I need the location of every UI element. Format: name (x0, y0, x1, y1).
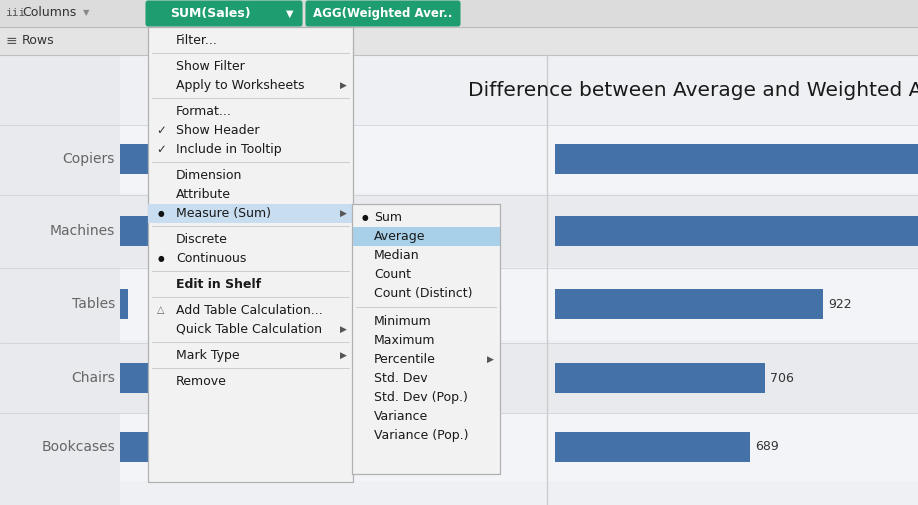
Text: Include in Tooltip: Include in Tooltip (176, 143, 282, 156)
Text: Show Filter: Show Filter (176, 60, 245, 73)
Text: 706: 706 (770, 372, 794, 384)
Bar (555, 216, 918, 246)
Text: ≡: ≡ (6, 34, 17, 48)
FancyBboxPatch shape (306, 1, 461, 26)
Text: Edit in Shelf: Edit in Shelf (176, 278, 261, 291)
Text: Continuous: Continuous (176, 252, 246, 265)
Text: ✓: ✓ (156, 124, 166, 137)
Text: Std. Dev: Std. Dev (374, 372, 428, 385)
Bar (555, 289, 823, 319)
Text: ▶: ▶ (340, 81, 346, 90)
Text: 689: 689 (755, 440, 778, 453)
Text: ▼: ▼ (286, 9, 294, 19)
Text: ●: ● (158, 254, 164, 263)
Text: △: △ (157, 306, 164, 316)
Text: Median: Median (374, 249, 420, 262)
Text: ▶: ▶ (487, 355, 494, 364)
Text: 189,939: 189,939 (310, 225, 362, 237)
Text: iii: iii (6, 8, 27, 18)
Text: Count (Distinct): Count (Distinct) (374, 287, 473, 300)
Text: Show Header: Show Header (176, 124, 260, 137)
Text: ●: ● (158, 209, 164, 218)
Text: Average: Average (374, 230, 426, 243)
Bar (352, 227, 500, 246)
Text: Difference between Average and Weighted Average: Difference between Average and Weighted … (468, 80, 918, 99)
Text: Measure (Sum): Measure (Sum) (176, 207, 271, 220)
Bar (0, 55, 120, 505)
Text: Percentile: Percentile (374, 353, 436, 366)
Bar (0, 27, 918, 55)
Text: Rows: Rows (22, 34, 55, 47)
Bar (352, 204, 500, 474)
Text: ▶: ▶ (340, 325, 346, 334)
Text: Format...: Format... (176, 105, 232, 118)
Bar (120, 125, 918, 193)
Bar (0, 55, 918, 505)
Text: ▶: ▶ (340, 209, 346, 218)
Bar (120, 432, 270, 462)
Text: Minimum: Minimum (374, 315, 431, 328)
Text: Attribute: Attribute (176, 188, 231, 201)
Text: Add Table Calculation...: Add Table Calculation... (176, 304, 323, 317)
Bar (120, 413, 918, 481)
Text: Quick Table Calculation: Quick Table Calculation (176, 323, 322, 336)
Bar (148, 204, 353, 223)
Text: Sum: Sum (374, 211, 402, 224)
Bar (120, 268, 918, 340)
Bar (148, 27, 353, 482)
Text: Filter...: Filter... (176, 34, 218, 47)
Text: Apply to Worksheets: Apply to Worksheets (176, 79, 305, 92)
Text: ●: ● (362, 213, 368, 222)
Bar (148, 27, 353, 482)
Text: 114,880: 114,880 (275, 440, 327, 453)
Text: AGG(Weighted Aver..: AGG(Weighted Aver.. (313, 7, 453, 20)
Text: Copiers: Copiers (62, 152, 115, 166)
Text: Variance (Pop.): Variance (Pop.) (374, 429, 468, 442)
Bar (555, 432, 750, 462)
Bar (120, 195, 918, 267)
Text: Maximum: Maximum (374, 334, 435, 347)
Text: SUM(Sales): SUM(Sales) (170, 7, 251, 20)
Text: ▼: ▼ (83, 9, 89, 18)
Text: Tables: Tables (72, 297, 115, 311)
Bar (352, 204, 500, 474)
Bar (120, 363, 220, 393)
Bar (555, 144, 918, 174)
Bar (0, 0, 918, 27)
Text: Count: Count (374, 268, 411, 281)
Text: Columns: Columns (22, 7, 76, 20)
Text: Chairs: Chairs (71, 371, 115, 385)
Text: Bookcases: Bookcases (41, 440, 115, 454)
Bar (120, 144, 305, 174)
Text: Mark Type: Mark Type (176, 349, 240, 362)
Text: Std. Dev (Pop.): Std. Dev (Pop.) (374, 391, 468, 404)
Text: 922: 922 (828, 297, 852, 311)
Text: Discrete: Discrete (176, 233, 228, 246)
Bar (120, 343, 918, 413)
Text: 528: 528 (310, 153, 334, 166)
Text: ▶: ▶ (340, 351, 346, 360)
Text: Machines: Machines (50, 224, 115, 238)
Text: Variance: Variance (374, 410, 429, 423)
Text: 328,449: 328,449 (225, 372, 276, 384)
Bar (555, 363, 765, 393)
Bar (120, 289, 128, 319)
FancyBboxPatch shape (145, 1, 303, 26)
Text: Remove: Remove (176, 375, 227, 388)
Text: Dimension: Dimension (176, 169, 242, 182)
Bar (120, 216, 305, 246)
Text: ✓: ✓ (156, 143, 166, 156)
